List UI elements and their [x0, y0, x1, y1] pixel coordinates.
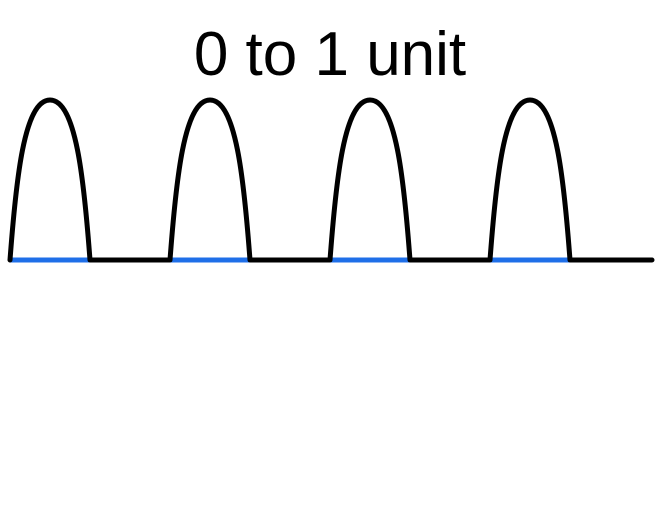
- unit-label: 0 to 1 unit: [194, 20, 466, 89]
- waveform: [7, 97, 655, 263]
- pulse-wave-line: [7, 97, 655, 263]
